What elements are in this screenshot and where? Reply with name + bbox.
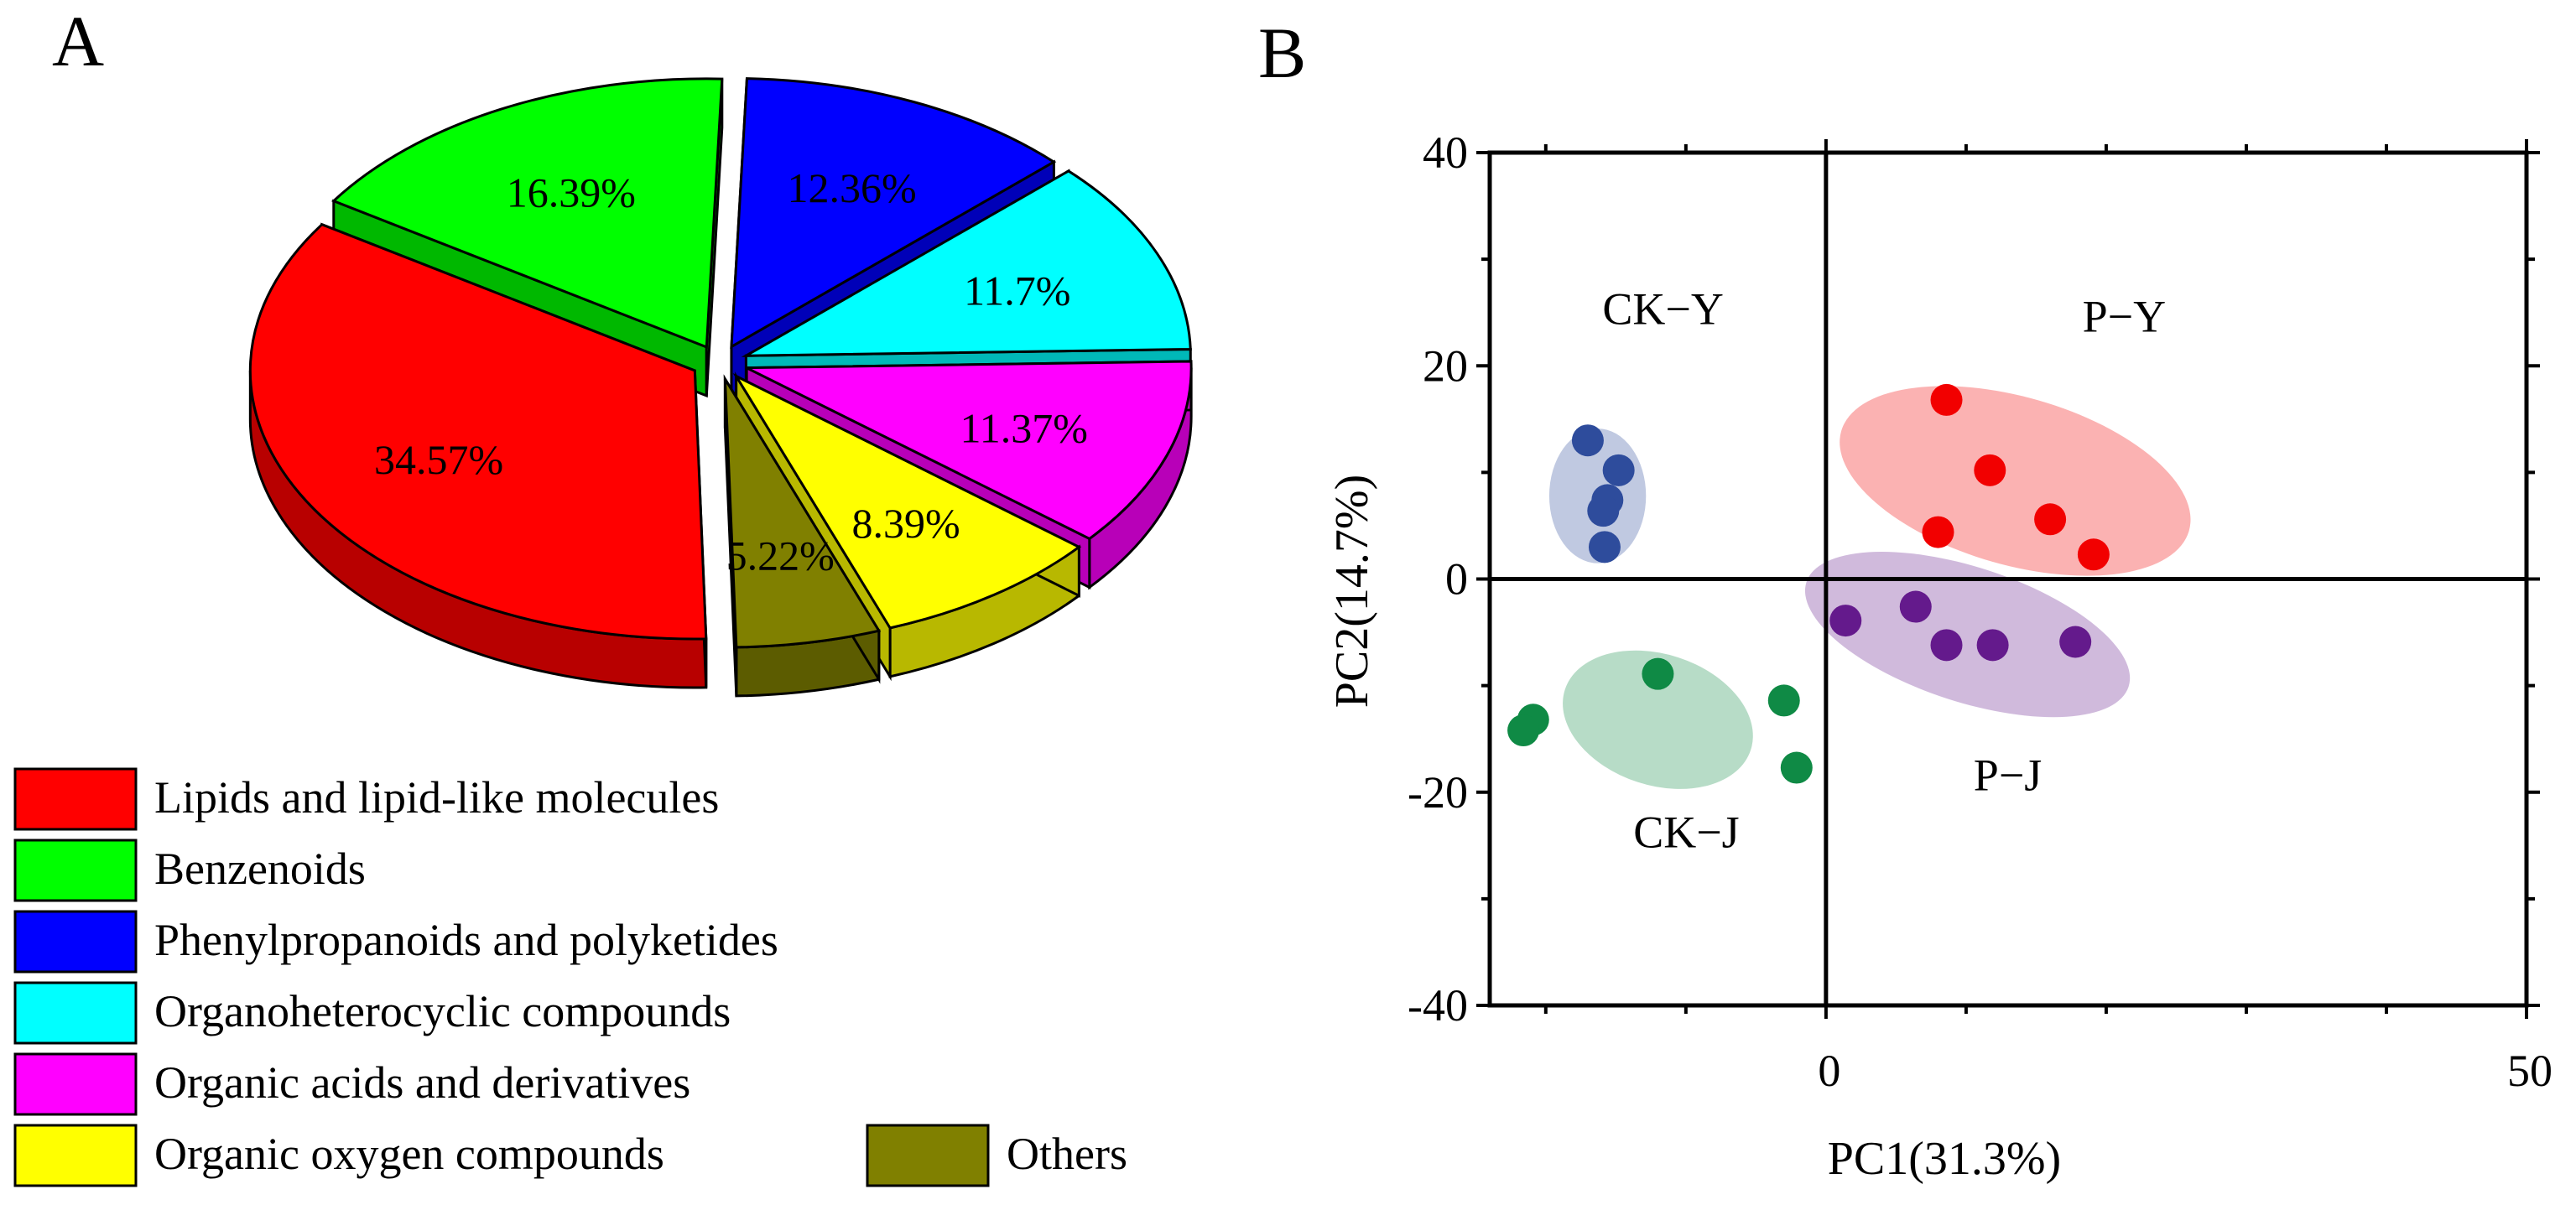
legend-item-organic_oxygen: Organic oxygen compounds (13, 1124, 664, 1187)
legend-item-others: Others (866, 1124, 1127, 1187)
pie-slice-top-organic_oxygen (732, 372, 1082, 630)
legend-swatch-organic_acids (13, 1052, 138, 1116)
panel-a-pie-chart: A 12.36% 11.7% 11.37% 8.39% 5.22% 34.57% 16.39… (13, 1, 1193, 1187)
point-p_j (1930, 629, 1963, 662)
point-p_y (1930, 383, 1963, 416)
pie-legend: Lipids and lipid-like molecules Benzenoid… (13, 767, 1127, 1187)
pie-slice-top-organoheterocyclic (741, 169, 1192, 357)
legend-swatch-lipids (13, 767, 138, 831)
point-p_y (1922, 516, 1954, 548)
pie-value-label-organic_oxygen: 8.39% (851, 500, 960, 547)
point-ck_y (1587, 495, 1620, 527)
legend-item-organoheterocyclic: Organoheterocyclic compounds (13, 981, 731, 1045)
legend-label-phenylpropanoids: Phenylpropanoids and polyketides (154, 915, 778, 965)
point-p_j (1976, 629, 2009, 662)
legend-swatch-organic_oxygen (13, 1124, 138, 1187)
pie-value-label-benzenoids: 16.39% (507, 169, 636, 216)
point-p_y (2077, 538, 2110, 571)
pie-value-label-lipids: 34.57% (374, 436, 503, 483)
point-ck_j (1507, 714, 1540, 747)
panel-b-pca-scatter: B 40 20 0 -20 -40 0 50 CK−Y P−Y CK−J P−J PC1(31.3… (1258, 13, 2553, 1185)
legend-label-benzenoids: Benzenoids (154, 844, 366, 894)
y-tick-label: 40 (1423, 127, 1468, 178)
pie-value-label-phenylpropanoids: 12.36% (788, 164, 917, 211)
group-labels: CK−Y P−Y CK−J P−J (1602, 283, 2166, 857)
pie-chart: 12.36% 11.7% 11.37% 8.39% 5.22% 34.57% 16.39% (248, 77, 1193, 698)
legend-swatch-others (866, 1124, 990, 1187)
y-tick-label: 20 (1423, 340, 1468, 391)
legend-label-organic_acids: Organic acids and derivatives (154, 1057, 690, 1108)
group-ellipses (1548, 386, 2191, 789)
legend-item-phenylpropanoids: Phenylpropanoids and polyketides (13, 910, 778, 974)
ellipse-p_j (1804, 552, 2131, 718)
pie-value-label-organic_acids: 11.37% (960, 405, 1088, 452)
legend-label-organoheterocyclic: Organoheterocyclic compounds (154, 986, 731, 1036)
legend-swatch-benzenoids (13, 839, 138, 902)
pie-slice-top-phenylpropanoids (730, 77, 1057, 350)
legend-swatch-organoheterocyclic (13, 981, 138, 1045)
point-p_j (2059, 626, 2092, 658)
pie-slice-others (723, 374, 882, 698)
plot-axes: 40 20 0 -20 -40 0 50 (1408, 127, 2553, 1096)
x-axis-label: PC1(31.3%) (1828, 1133, 2061, 1185)
pie-slice-top-lipids (248, 222, 708, 641)
group-label-ck_j: CK−J (1633, 807, 1739, 857)
point-ck_j (1780, 751, 1813, 784)
y-tick-label: -40 (1408, 980, 1468, 1031)
legend-label-lipids: Lipids and lipid-like molecules (154, 772, 719, 823)
pie-value-label-others: 5.22% (726, 532, 835, 579)
point-ck_y (1602, 454, 1635, 486)
group-label-ck_y: CK−Y (1602, 283, 1723, 334)
x-tick-label: 0 (1818, 1046, 1840, 1096)
legend-item-organic_acids: Organic acids and derivatives (13, 1052, 690, 1116)
y-tick-label: 0 (1445, 554, 1468, 605)
point-p_j (1829, 605, 1862, 637)
panel-label-a: A (52, 1, 104, 81)
ellipse-ck_j (1563, 650, 1753, 789)
legend-label-organic_oxygen: Organic oxygen compounds (154, 1129, 664, 1179)
y-tick-label: -20 (1408, 767, 1468, 818)
point-ck_j (1642, 657, 1674, 690)
x-tick-label: 50 (2507, 1046, 2553, 1096)
point-p_y (2034, 503, 2067, 536)
point-p_y (1974, 454, 2006, 486)
legend-swatch-phenylpropanoids (13, 910, 138, 974)
pie-slice-top-benzenoids (331, 77, 724, 350)
point-ck_j (1767, 684, 1800, 717)
pie-slice-top-organic_acids (746, 360, 1193, 541)
group-label-p_j: P−J (1974, 750, 2043, 801)
legend-item-benzenoids: Benzenoids (13, 839, 366, 902)
legend-label-others: Others (1007, 1129, 1127, 1179)
panel-label-b: B (1258, 13, 1306, 93)
point-ck_y (1571, 424, 1604, 457)
y-axis-label: PC2(14.7%) (1326, 475, 1378, 708)
scatter-points (1507, 383, 2110, 784)
point-p_j (1899, 590, 1932, 623)
pie-slice-top-others (723, 374, 882, 649)
point-ck_y (1588, 531, 1621, 563)
group-label-p_y: P−Y (2083, 292, 2166, 342)
pie-slice-lipids (248, 222, 708, 689)
legend-item-lipids: Lipids and lipid-like molecules (13, 767, 719, 831)
pie-value-label-organoheterocyclic: 11.7% (964, 267, 1070, 314)
